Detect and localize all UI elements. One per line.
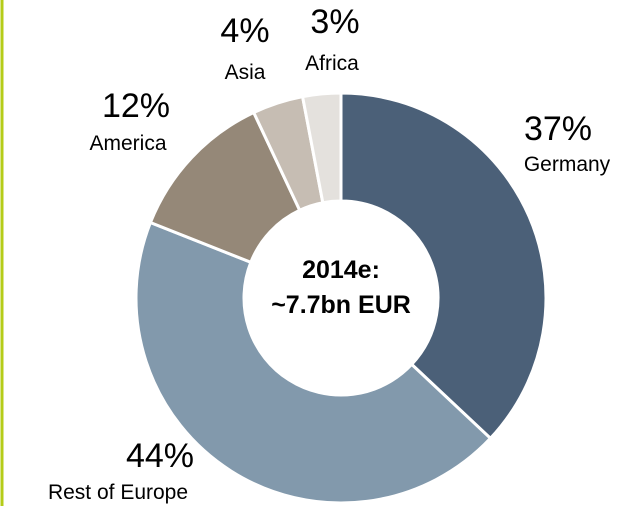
- center-label: ~7.7bn EUR: [271, 291, 411, 319]
- value-label: 4%: [220, 12, 269, 50]
- category-label: Germany: [524, 153, 611, 176]
- value-label: 44%: [126, 437, 194, 475]
- value-label: 37%: [524, 110, 592, 148]
- category-label: Rest of Europe: [48, 481, 188, 504]
- value-label: 12%: [102, 87, 170, 125]
- donut-slice: [134, 220, 493, 505]
- donut-slice: [300, 91, 343, 205]
- donut-slice: [339, 91, 548, 441]
- category-label: Africa: [305, 52, 359, 75]
- value-label: 3%: [310, 3, 359, 41]
- category-label: America: [89, 132, 166, 155]
- category-label: Asia: [225, 61, 266, 84]
- center-label: 2014e:: [302, 256, 380, 284]
